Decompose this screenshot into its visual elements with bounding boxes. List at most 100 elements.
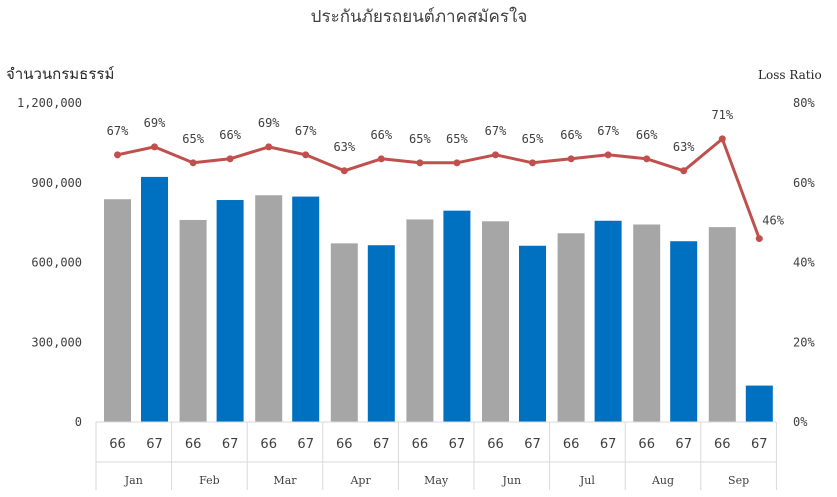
loss-ratio-point	[718, 135, 726, 143]
loss-ratio-point	[755, 235, 763, 243]
x-tick-label-month: Jun	[502, 474, 522, 487]
x-axis: 66 67 Jan 66 67 Feb 66 67 Mar 66 67 Apr 66 67 May 66 67 J…	[95, 421, 777, 490]
loss-ratio-data-label: 65%	[446, 132, 468, 146]
bar-jan-67	[141, 176, 168, 422]
y-tick-label: 300,000	[31, 335, 82, 349]
bar-jul-66	[557, 233, 585, 422]
loss-ratio-point	[604, 151, 612, 159]
loss-ratio-point	[453, 159, 461, 167]
loss-ratio-data-label: 65%	[409, 132, 431, 146]
y-tick-label: 1,200,000	[17, 96, 82, 110]
x-tick-label-year: 67	[751, 437, 768, 452]
loss-ratio-data-label: 69%	[144, 116, 166, 130]
x-tick-label-month: Mar	[273, 474, 297, 487]
bar-apr-66	[330, 243, 358, 422]
bar-feb-66	[179, 219, 207, 422]
loss-ratio-data-label: 66%	[370, 128, 392, 142]
x-tick-label-year: 67	[373, 437, 390, 452]
loss-ratio-point	[302, 151, 310, 159]
loss-ratio-data-label: 71%	[711, 108, 733, 122]
x-tick-label-month: Apr	[349, 474, 371, 487]
loss-ratio-path	[117, 137, 761, 240]
x-tick-label-year: 66	[185, 437, 202, 452]
loss-ratio-data-label: 67%	[485, 124, 507, 138]
bar-jan-66	[104, 199, 131, 422]
x-tick-label-month: Aug	[651, 474, 674, 487]
y2-tick-label: 20%	[793, 335, 815, 349]
x-tick-label-year: 67	[600, 437, 617, 452]
x-tick-label-month: Jul	[579, 474, 595, 487]
loss-ratio-point	[114, 151, 121, 159]
x-tick-label-year: 66	[563, 437, 580, 452]
loss-ratio-point	[265, 143, 273, 151]
bar-aug-66	[633, 224, 661, 422]
x-tick-label-month: Sep	[728, 474, 749, 487]
bar-mar-66	[255, 195, 283, 422]
bars	[104, 176, 773, 422]
x-tick-label-month: May	[424, 474, 449, 487]
y-tick-label: 600,000	[31, 256, 82, 270]
x-tick-label-year: 66	[487, 437, 504, 452]
loss-ratio-point	[643, 155, 651, 163]
loss-ratio-data-label: 67%	[295, 124, 317, 138]
x-tick-label-year: 66	[336, 437, 353, 452]
loss-ratio-data-label: 63%	[673, 140, 695, 154]
bar-sep-66	[708, 227, 736, 422]
loss-ratio-data-label: 66%	[560, 128, 582, 142]
x-tick-label-month: Feb	[199, 474, 220, 487]
y-axis-title: จำนวนกรมธรรม์	[6, 65, 114, 83]
loss-ratio-data-label: 46%	[762, 214, 784, 228]
bar-sep-67	[745, 385, 773, 422]
y-tick-label: 900,000	[31, 176, 82, 190]
bar-apr-67	[367, 245, 395, 422]
x-tick-label-year: 67	[297, 437, 314, 452]
y2-tick-label: 0%	[793, 415, 808, 429]
y2-tick-label: 80%	[793, 96, 815, 110]
bar-jun-67	[519, 245, 546, 422]
loss-ratio-data-label: 65%	[522, 132, 544, 146]
y2-axis-title: Loss Ratio	[758, 68, 822, 82]
x-tick-label-year: 66	[260, 437, 277, 452]
loss-ratio-data-label: 66%	[636, 128, 658, 142]
x-tick-label-year: 66	[109, 437, 126, 452]
y2-tick-label: 60%	[793, 176, 815, 190]
x-tick-label-year: 66	[412, 437, 429, 452]
x-tick-label-year: 66	[638, 437, 655, 452]
loss-ratio-point	[151, 143, 158, 151]
x-tick-label-year: 67	[222, 437, 239, 452]
y2-tick-label: 40%	[793, 256, 815, 270]
x-tick-label-year: 66	[714, 437, 731, 452]
loss-ratio-point	[529, 159, 536, 167]
chart-title: ประกันภัยรถยนต์ภาคสมัครใจ	[311, 6, 528, 27]
loss-ratio-data-label: 66%	[219, 128, 241, 142]
loss-ratio-point	[492, 151, 499, 159]
loss-ratio-data-label: 65%	[182, 132, 204, 146]
bar-may-66	[406, 219, 434, 422]
loss-ratio-line: 67% 69% 65% 66% 69% 67% 63% 66% 65% 65% 67% 65% 66% 6…	[107, 108, 785, 243]
loss-ratio-point	[567, 155, 575, 163]
loss-ratio-point	[340, 167, 348, 175]
loss-ratio-data-label: 69%	[258, 116, 280, 130]
x-tick-label-year: 67	[675, 437, 692, 452]
loss-ratio-data-label: 63%	[333, 140, 355, 154]
y-tick-label: 0	[75, 415, 82, 429]
loss-ratio-data-label: 67%	[107, 124, 129, 138]
loss-ratio-point	[416, 159, 424, 167]
bar-jun-66	[482, 221, 509, 422]
x-tick-label-month: Jan	[124, 474, 143, 487]
loss-ratio-point	[189, 159, 197, 167]
axes: 1,200,000 80% 900,000 60% 600,000 40% 300,000 2…	[17, 96, 815, 429]
bar-mar-67	[292, 196, 320, 422]
bar-may-67	[443, 210, 471, 422]
x-tick-label-year: 67	[449, 437, 466, 452]
loss-ratio-point	[226, 155, 234, 163]
loss-ratio-data-label: 67%	[597, 124, 619, 138]
x-tick-label-year: 67	[146, 437, 163, 452]
bar-feb-67	[216, 200, 244, 422]
x-tick-label-year: 67	[524, 437, 541, 452]
loss-ratio-point	[680, 167, 688, 175]
bar-jul-67	[594, 220, 622, 422]
loss-ratio-point	[377, 155, 385, 163]
bar-aug-67	[670, 241, 698, 422]
